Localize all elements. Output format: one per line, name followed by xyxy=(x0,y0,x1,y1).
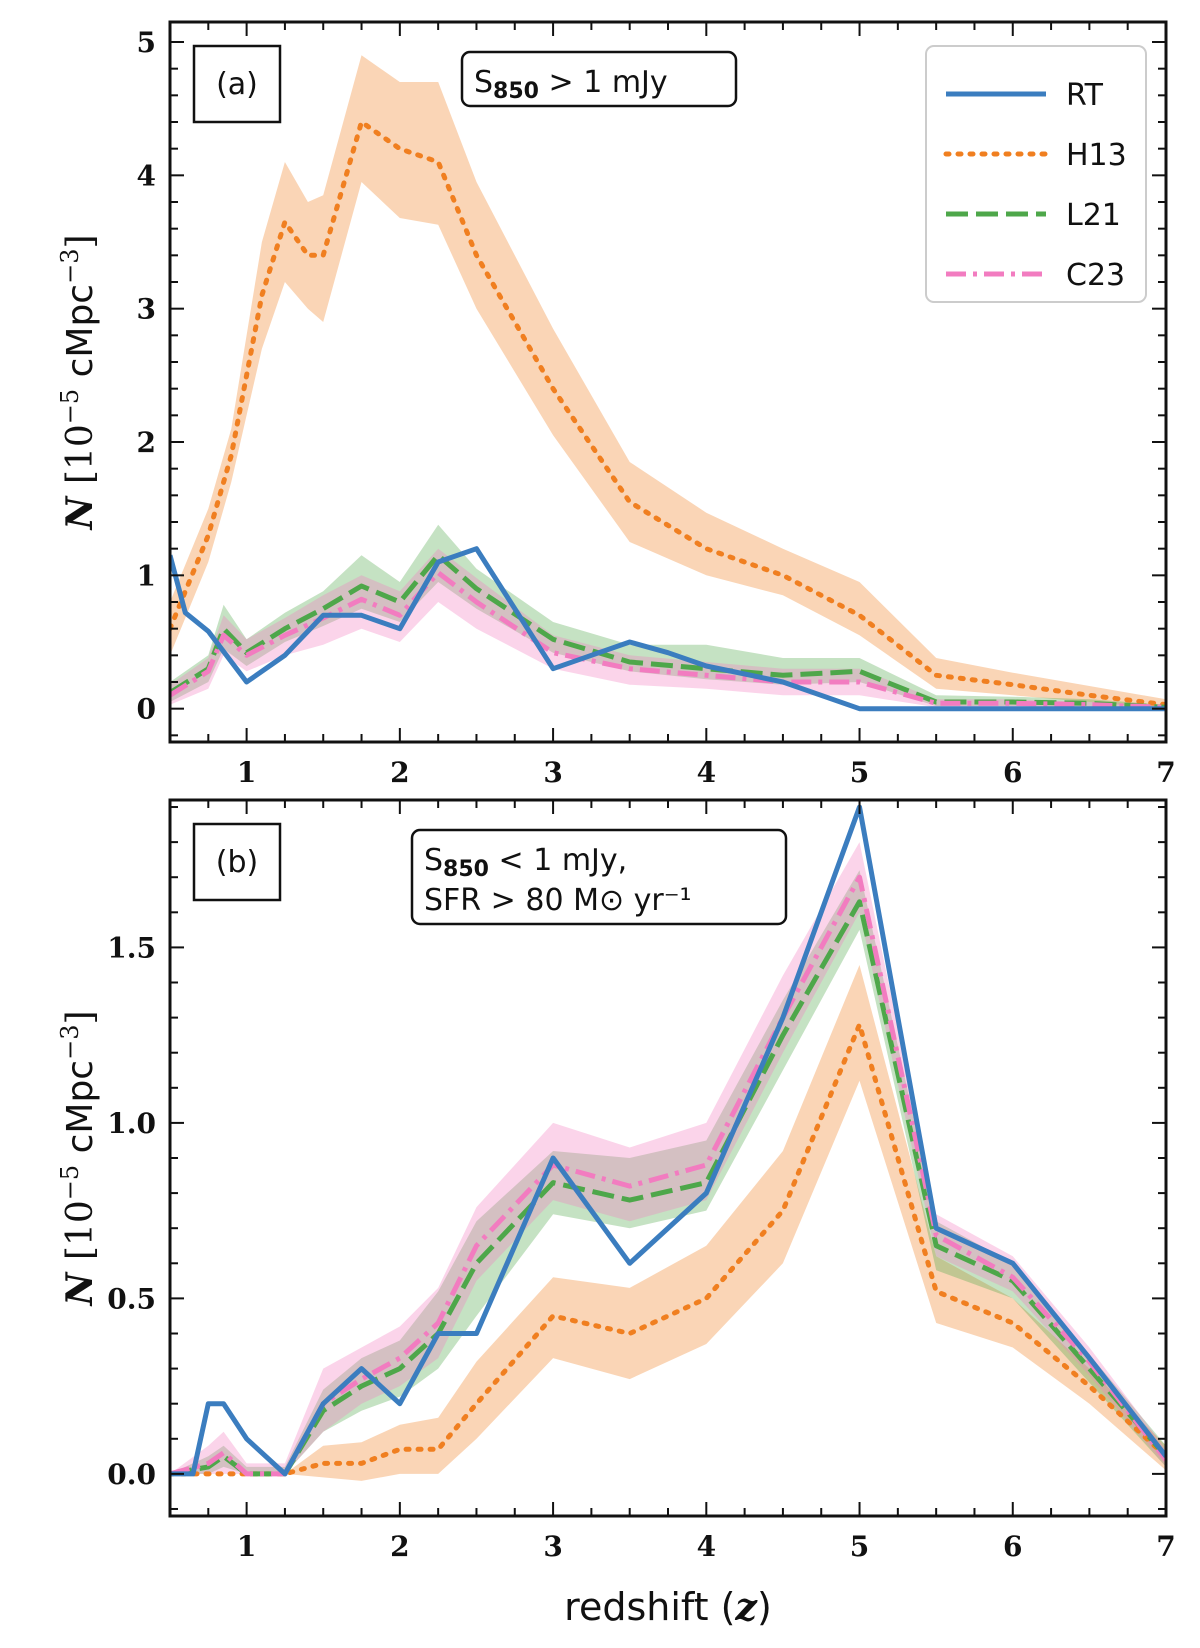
panel-tag: (b) xyxy=(216,845,258,880)
band-h13 xyxy=(170,55,1166,709)
legend-box xyxy=(925,45,1147,303)
panel-tag: (a) xyxy=(216,67,258,102)
y-tick-label: 1 xyxy=(137,559,156,592)
panel-a: 1 2 3 4 5 6 7 0 1 2 3 4 5 N [10−5 cMpc−3] (a) S850 > 1 … xyxy=(56,20,1176,789)
panel-b: 1 2 3 4 5 6 7 0.0 0.5 1.0 1.5 N [10−5 cMpc−3] (b) S85… xyxy=(56,798,1176,1629)
x-tick-label: 2 xyxy=(390,1530,409,1563)
annotation-text: S850 > 1 mJy xyxy=(474,65,668,104)
x-tick-label: 5 xyxy=(850,756,869,789)
annotation-box xyxy=(410,828,788,926)
x-tick-label: 6 xyxy=(1003,756,1022,789)
y-tick-label: 0.0 xyxy=(107,1458,156,1491)
x-tick-label: 4 xyxy=(697,756,716,789)
y-tick-label: 1.0 xyxy=(107,1107,156,1140)
panel-tag-box xyxy=(192,44,282,124)
x-tick-label: 1 xyxy=(237,1530,256,1563)
y-tick-label: 5 xyxy=(137,26,156,59)
band-l21 xyxy=(170,870,1166,1474)
y-tick-label: 1.5 xyxy=(107,931,156,964)
legend-label-l21: L21 xyxy=(1066,198,1121,233)
y-tick-label: 4 xyxy=(137,159,156,192)
x-tick-label: 2 xyxy=(390,756,409,789)
x-axis-label: redshift (z) xyxy=(564,1584,772,1629)
y-tick-label: 0 xyxy=(137,693,156,726)
annotation-text: SFR > 80 M⊙ yr⁻¹ xyxy=(424,883,692,918)
y-tick-label: 3 xyxy=(137,293,156,326)
x-tick-label: 7 xyxy=(1156,756,1175,789)
x-tick-label: 6 xyxy=(1003,1530,1022,1563)
x-tick-label: 4 xyxy=(697,1530,716,1563)
annotation-box xyxy=(460,50,738,108)
series-line-rt xyxy=(170,546,1166,712)
x-tick-label: 7 xyxy=(1156,1530,1175,1563)
x-tick-label: 3 xyxy=(543,756,562,789)
legend-label-c23: C23 xyxy=(1066,258,1125,293)
series-line-rt xyxy=(170,804,1166,1477)
annotation-text: S850 < 1 mJy, xyxy=(424,843,627,882)
y-tick-label: 2 xyxy=(137,426,156,459)
plot-area xyxy=(170,804,1166,1481)
x-tick-label: 5 xyxy=(850,1530,869,1563)
y-axis-label: N [10−5 cMpc−3] xyxy=(56,234,101,530)
y-tick-label: 0.5 xyxy=(107,1282,156,1315)
x-tick-label: 3 xyxy=(543,1530,562,1563)
band-l21 xyxy=(170,524,1166,709)
plot-area xyxy=(170,55,1166,712)
y-axis-label: N [10−5 cMpc−3] xyxy=(56,1010,101,1306)
legend-label-rt: RT xyxy=(1066,78,1104,113)
panel-tag-box xyxy=(192,822,282,902)
band-c23 xyxy=(170,842,1166,1474)
band-c23 xyxy=(170,548,1166,709)
x-tick-label: 1 xyxy=(237,756,256,789)
legend-label-h13: H13 xyxy=(1066,138,1127,173)
